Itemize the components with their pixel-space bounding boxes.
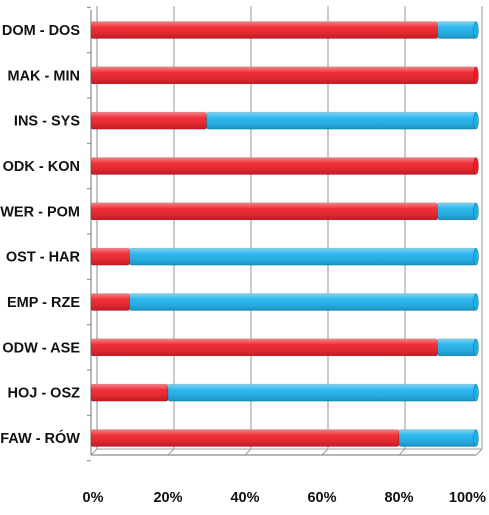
- category-label: HOJ - OSZ: [7, 386, 80, 402]
- gridline-floor: [321, 448, 329, 456]
- bar-segment: [90, 111, 207, 130]
- bar-segment: [90, 202, 438, 221]
- gridline-floor: [244, 448, 252, 456]
- bar-end-cap: [473, 429, 479, 447]
- bar-segment: [129, 247, 479, 266]
- x-tick-label: 60%: [307, 490, 336, 506]
- bar-gloss: [91, 202, 438, 220]
- category-labels: DOM - DOS MAK - MIN INS - SYS ODK - KON WER …: [0, 23, 80, 447]
- bar-gloss: [91, 157, 476, 175]
- bar-end-cap: [473, 111, 479, 130]
- bar-segment: [90, 429, 400, 447]
- x-tick-label: 0%: [83, 490, 104, 506]
- bar-segment: [90, 383, 169, 402]
- bar-end-cap: [473, 338, 479, 357]
- bar-end-cap: [473, 66, 479, 85]
- bar-segment: [437, 202, 479, 221]
- bar-end-cap: [473, 202, 479, 221]
- bar-segment: [206, 111, 479, 130]
- bar-segment: [90, 247, 130, 266]
- bar-segment: [90, 293, 130, 311]
- bar-segment: [90, 338, 438, 357]
- bar-segment: [167, 383, 479, 402]
- category-label: INS - SYS: [14, 114, 80, 130]
- bar-gloss: [399, 429, 476, 447]
- gridline-floor: [167, 448, 175, 456]
- bar-gloss: [206, 112, 476, 130]
- category-label: MAK - MIN: [8, 68, 81, 84]
- bar-gloss: [91, 21, 438, 39]
- x-tick-label: 80%: [384, 490, 413, 506]
- x-tick-label: 100%: [449, 490, 486, 506]
- bar-gloss: [91, 293, 130, 311]
- bar-segment: [129, 293, 479, 311]
- bar-gloss: [129, 248, 476, 266]
- bar-segment: [437, 21, 479, 39]
- bar-end-cap: [473, 293, 479, 311]
- gridline-floor: [475, 448, 483, 456]
- x-tick-labels: 0% 20% 40% 60% 80% 100%: [83, 490, 487, 506]
- x-tick-label: 20%: [153, 490, 182, 506]
- bar-segment: [90, 157, 479, 175]
- bar-gloss: [91, 429, 399, 447]
- bar-segment: [90, 21, 438, 39]
- bar-gloss: [91, 112, 207, 130]
- bar-gloss: [91, 384, 168, 402]
- category-label: WER - POM: [0, 204, 80, 220]
- gridline-floor: [398, 448, 406, 456]
- x-tick-label: 40%: [230, 490, 259, 506]
- bar-end-cap: [473, 383, 479, 402]
- bar-segment: [437, 338, 479, 357]
- category-label: OST - HAR: [6, 250, 81, 266]
- bar-end-cap: [473, 247, 479, 266]
- bars: [90, 21, 479, 447]
- bar-gloss: [168, 384, 476, 402]
- category-label: FAW - RÓW: [0, 429, 80, 447]
- bar-gloss: [91, 248, 130, 266]
- bar-gloss: [91, 338, 438, 356]
- category-label: ODW - ASE: [2, 340, 80, 356]
- category-label: DOM - DOS: [2, 23, 80, 39]
- bar-gloss: [129, 293, 476, 311]
- bar-end-cap: [473, 157, 479, 175]
- bar-gloss: [91, 66, 476, 84]
- bar-segment: [90, 66, 479, 85]
- bar-gloss: [437, 21, 476, 39]
- bar-segment: [398, 429, 479, 447]
- category-label: EMP - RZE: [7, 295, 80, 311]
- bar-gloss: [437, 202, 476, 220]
- bar-end-cap: [473, 21, 479, 39]
- gridline-floor: [90, 448, 98, 456]
- category-label: ODK - KON: [3, 159, 80, 175]
- bar-gloss: [437, 338, 476, 356]
